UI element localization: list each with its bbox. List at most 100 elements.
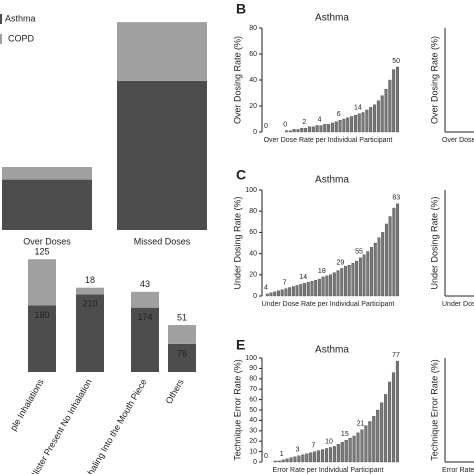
y-tick-label: 20 [249,272,257,279]
bar [358,257,362,297]
annotation: 21 [357,421,365,428]
y-tick-label: 60 [249,229,257,236]
legend-swatch [0,14,2,24]
bar [344,266,347,297]
bar [336,444,340,463]
bar [311,126,315,133]
bar [347,265,351,297]
bar [300,127,304,133]
annotation: 7 [311,442,315,449]
y-tick-label: 70 [249,386,257,393]
bar [328,447,332,463]
data-label: 125 [34,247,49,257]
bar [327,124,331,133]
annotation: 4 [318,116,322,123]
bar [289,457,293,463]
bar [323,124,327,133]
bar [313,451,317,463]
bar [285,458,289,463]
bar [277,460,281,463]
y-tick-label: 100 [245,355,257,362]
bar [321,276,325,297]
y-tick-label: 90 [249,365,257,372]
bar [307,126,311,133]
bar [384,223,388,297]
bar [376,409,380,463]
bar [288,287,292,297]
bar [353,114,357,133]
annotation: 2 [302,119,306,126]
bar [388,79,392,133]
x-axis-label: Error Rate per Individual Participant [273,467,384,474]
annotation: 15 [341,431,349,438]
y-tick-label: 80 [249,376,257,383]
bar [348,437,352,463]
bar [284,288,288,297]
bar [342,118,346,133]
panel-title: Asthma [315,13,349,24]
y-tick-label: 20 [249,438,257,445]
bar [352,435,356,463]
side-x-axis-label: Error Rate pe [442,467,474,474]
bar [269,292,273,297]
bar [304,127,308,133]
bar [392,69,396,133]
data-label: 51 [177,312,187,322]
y-tick-label: 60 [249,396,257,403]
bar [373,242,377,297]
bar [377,237,381,297]
bar [297,455,301,463]
y-tick-label: 80 [249,25,257,32]
legend-swatch [0,34,2,44]
bar [273,291,277,297]
bar [303,283,306,297]
bar [340,268,344,297]
bar [381,232,385,297]
bar [325,275,329,297]
bar [368,421,372,463]
legend-label: Asthma [5,13,36,23]
annotation: 10 [325,438,333,445]
bar [292,129,296,133]
y-tick-label: 0 [253,129,257,136]
data-label: 210 [82,299,97,309]
bar [291,286,295,297]
bar [340,442,344,463]
bar [332,272,336,297]
bar [281,459,285,463]
annotation: 3 [296,447,300,454]
bar [338,120,342,133]
y-axis-label: Under Dosing Rate (%) [232,196,242,289]
y-tick-label: 60 [249,51,257,58]
panel-letter: E [236,337,245,353]
data-label: 174 [137,312,152,322]
bar-segment [2,167,92,180]
bar-segment [28,259,56,306]
x-tick-label: ple Inhalations [8,377,46,433]
bar-segment [117,80,207,231]
panel-letter: C [236,167,246,183]
bar [301,454,305,463]
bar [357,113,361,133]
bar-segment [28,305,56,372]
bar [296,129,300,133]
bar [362,254,366,297]
bar [310,281,314,297]
side-y-axis-label: Under Dosing Rate (%) [429,196,439,289]
bar [284,130,288,133]
data-label: 76 [177,348,187,358]
side-y-axis-label: Technique Error Rate (%) [429,359,439,461]
bar [305,453,309,463]
bar [376,100,380,133]
bar [380,402,384,463]
bar [388,381,392,463]
x-axis-label: Over Dose Rate per Individual Participan… [264,137,393,144]
bar [330,122,334,133]
x-tick-label: Exhaling Into the Mouth Piece [80,377,148,474]
y-tick-label: 50 [249,407,257,414]
y-tick-label: 100 [245,187,257,194]
y-tick-label: 20 [249,103,257,110]
bar [384,394,388,463]
bar [351,262,355,297]
